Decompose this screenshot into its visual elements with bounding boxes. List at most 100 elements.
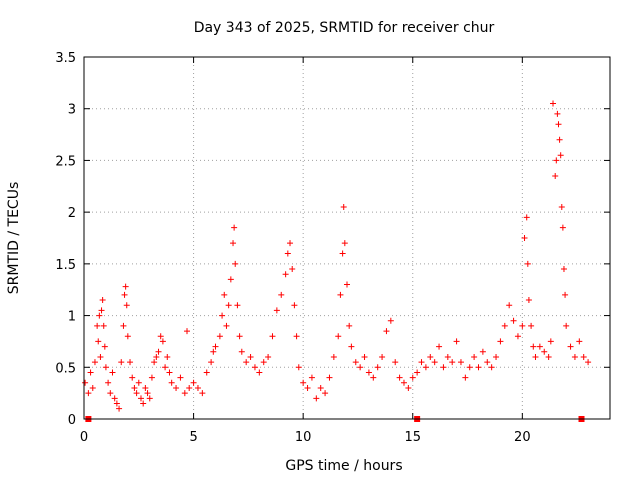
data-point: [431, 359, 438, 366]
data-point: [567, 343, 574, 350]
data-point: [519, 322, 526, 329]
data-point: [219, 312, 226, 319]
data-point: [102, 364, 109, 371]
data-point: [120, 322, 127, 329]
data-point: [525, 297, 532, 304]
data-point: [339, 250, 346, 257]
data-point: [116, 405, 123, 412]
data-point: [563, 322, 570, 329]
data-point: [199, 390, 206, 397]
data-point: [164, 353, 171, 360]
x-axis-tick-labels: 0 5 10 15 20: [80, 430, 531, 445]
data-point: [560, 266, 567, 273]
data-point: [484, 359, 491, 366]
plot-frame: [83, 56, 611, 420]
data-point: [497, 338, 504, 345]
data-point: [251, 364, 258, 371]
data-point: [166, 369, 173, 376]
data-point: [230, 240, 237, 247]
data-point: [168, 379, 175, 386]
data-point: [536, 343, 543, 350]
data-point: [317, 384, 324, 391]
data-point: [556, 136, 563, 143]
data-point: [212, 343, 219, 350]
data-point: [352, 359, 359, 366]
data-point: [514, 333, 521, 340]
data-point: [260, 359, 267, 366]
data-point: [177, 374, 184, 381]
data-point: [357, 364, 364, 371]
data-point: [300, 379, 307, 386]
data-point: [541, 348, 548, 355]
data-point: [87, 369, 94, 376]
data-point: [159, 338, 166, 345]
data-point: [295, 364, 302, 371]
data-point: [506, 302, 513, 309]
data-point: [256, 369, 263, 376]
data-point: [341, 240, 348, 247]
data-point: [414, 369, 421, 376]
data-point: [287, 240, 294, 247]
data-point: [129, 374, 136, 381]
data-point: [553, 157, 560, 164]
data-point: [232, 260, 239, 267]
data-point: [510, 317, 517, 324]
data-point: [289, 266, 296, 273]
data-point: [85, 390, 92, 397]
data-point: [269, 333, 276, 340]
data-point: [383, 328, 390, 335]
data-point: [131, 384, 138, 391]
data-point: [135, 379, 142, 386]
data-point: [96, 312, 103, 319]
data-point: [580, 353, 587, 360]
data-point: [555, 121, 562, 128]
gridlines: [84, 57, 610, 419]
data-point: [521, 235, 528, 241]
data-point: [210, 348, 217, 355]
data-point: [162, 364, 169, 371]
data-point: [157, 333, 164, 340]
data-point: [278, 291, 285, 298]
data-point: [326, 374, 333, 381]
data-point: [440, 364, 447, 371]
data-point: [140, 400, 147, 407]
data-point: [133, 390, 140, 397]
data-points: [82, 100, 592, 412]
y-tick-label: 2: [68, 206, 76, 221]
data-point: [466, 364, 473, 371]
data-point: [121, 291, 128, 298]
data-point: [236, 333, 243, 340]
data-point: [99, 297, 106, 304]
data-point: [124, 333, 131, 340]
data-point: [223, 322, 230, 329]
data-point: [427, 353, 434, 360]
data-point: [127, 359, 134, 366]
data-point: [471, 353, 478, 360]
data-point: [231, 224, 238, 231]
data-point: [190, 379, 197, 386]
data-point: [346, 322, 353, 329]
data-point: [571, 353, 578, 360]
data-point: [557, 152, 564, 159]
data-point: [82, 379, 89, 386]
y-tick-label: 3: [68, 103, 76, 118]
data-point: [155, 348, 162, 355]
data-point: [91, 359, 98, 366]
data-point: [113, 400, 120, 407]
data-point: [123, 302, 130, 309]
data-point: [479, 348, 486, 355]
data-point: [284, 250, 291, 257]
data-point: [109, 369, 116, 376]
data-point: [243, 359, 250, 366]
data-point: [186, 384, 193, 391]
data-point: [337, 291, 344, 298]
data-point: [221, 291, 228, 298]
data-point: [374, 364, 381, 371]
data-point: [348, 343, 355, 350]
data-point: [101, 343, 108, 350]
data-point: [265, 353, 272, 360]
data-point: [365, 369, 372, 376]
data-point: [184, 328, 191, 335]
data-point: [173, 384, 180, 391]
y-tick-label: 1: [68, 310, 76, 325]
